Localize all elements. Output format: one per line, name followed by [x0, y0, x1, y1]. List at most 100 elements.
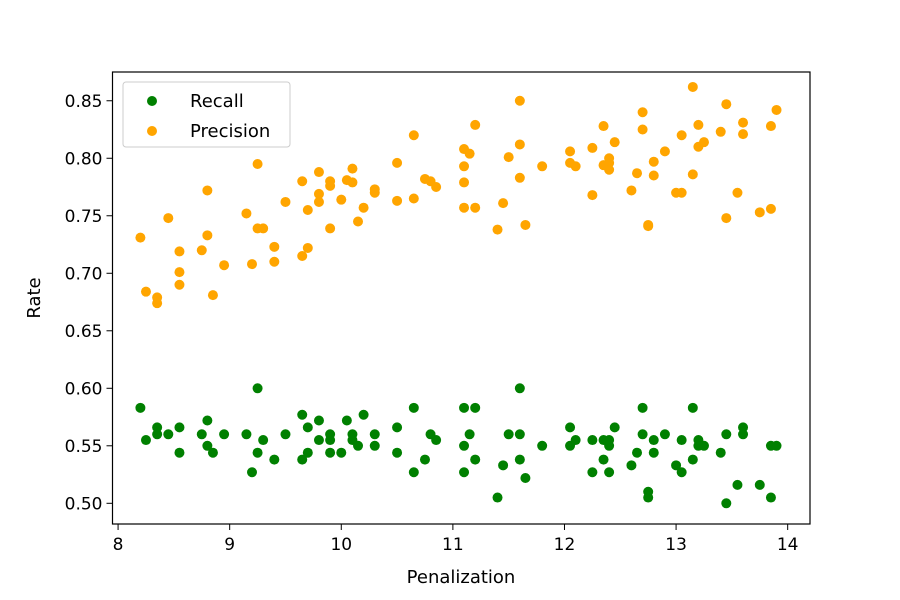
plot-frame — [111, 71, 811, 525]
precision-point — [196, 245, 207, 256]
precision-point — [470, 202, 481, 213]
precision-point — [648, 170, 659, 181]
recall-point — [419, 454, 430, 465]
precision-point — [325, 180, 336, 191]
recall-point — [637, 429, 648, 440]
recall-point — [219, 429, 230, 440]
recall-point — [408, 467, 419, 478]
precision-point — [140, 286, 151, 297]
precision-point — [202, 185, 213, 196]
recall-point — [498, 460, 509, 471]
recall-point — [280, 429, 291, 440]
recall-point — [459, 440, 470, 451]
recall-point — [765, 492, 776, 503]
recall-point — [336, 447, 347, 458]
precision-point — [514, 139, 525, 150]
recall-point — [732, 479, 743, 490]
precision-point — [609, 137, 620, 148]
recall-point — [174, 422, 185, 433]
precision-point — [492, 224, 503, 235]
recall-point — [464, 429, 475, 440]
precision-point — [648, 156, 659, 167]
recall-point — [313, 435, 324, 446]
y-tick-label: 0.60 — [65, 379, 103, 399]
recall-point — [369, 429, 380, 440]
precision-point — [514, 95, 525, 106]
recall-point — [369, 440, 380, 451]
precision-point — [754, 207, 765, 218]
x-tick-label: 9 — [224, 535, 235, 555]
precision-point — [431, 182, 442, 193]
recall-point — [648, 447, 659, 458]
recall-point — [163, 429, 174, 440]
recall-point — [514, 383, 525, 394]
recall-point — [302, 422, 313, 433]
precision-point — [302, 205, 313, 216]
recall-point — [738, 422, 749, 433]
recall-point — [459, 467, 470, 478]
recall-point — [671, 460, 682, 471]
recall-point — [676, 467, 687, 478]
precision-point — [174, 246, 185, 257]
precision-point — [659, 146, 670, 157]
precision-point — [721, 99, 732, 110]
precision-point — [459, 161, 470, 172]
precision-point — [498, 198, 509, 209]
precision-point — [598, 121, 609, 132]
precision-point — [565, 146, 576, 157]
recall-point — [754, 479, 765, 490]
precision-point — [570, 161, 581, 172]
precision-point — [347, 177, 358, 188]
recall-point — [174, 447, 185, 458]
precision-point — [738, 129, 749, 140]
recall-point — [325, 435, 336, 446]
recall-point — [604, 467, 615, 478]
precision-point — [347, 163, 358, 174]
precision-point — [632, 168, 643, 179]
x-axis-ticks: 8 9 10 11 12 13 14 — [113, 524, 799, 555]
precision-point — [135, 232, 146, 243]
precision-point — [336, 194, 347, 205]
precision-point — [269, 256, 280, 267]
x-axis-label: Penalization — [407, 567, 516, 588]
legend-box — [122, 81, 291, 148]
precision-point — [470, 119, 481, 130]
precision-point — [280, 196, 291, 207]
precision-point — [698, 137, 709, 148]
y-tick-label: 0.50 — [65, 494, 103, 514]
recall-point — [537, 440, 548, 451]
precision-point — [252, 159, 263, 170]
recall-point — [587, 467, 598, 478]
recall-point — [392, 422, 403, 433]
precision-point — [408, 130, 419, 141]
recall-point — [626, 460, 637, 471]
x-tick-label: 13 — [665, 535, 687, 555]
recall-point — [648, 435, 659, 446]
recall-point — [721, 498, 732, 509]
precision-point — [537, 161, 548, 172]
precision-point — [637, 107, 648, 118]
precision-point — [313, 167, 324, 178]
precision-point — [637, 124, 648, 135]
precision-point — [693, 119, 704, 130]
precision-point — [219, 260, 230, 271]
precision-point — [202, 230, 213, 241]
x-tick-label: 14 — [777, 535, 799, 555]
precision-point — [163, 213, 174, 224]
precision-point — [247, 259, 257, 270]
recall-point — [408, 402, 419, 413]
recall-point — [514, 429, 525, 440]
recall-point — [392, 447, 403, 458]
recall-point — [313, 415, 324, 426]
recall-point — [514, 454, 525, 465]
recall-point — [587, 435, 598, 446]
recall-point — [341, 415, 352, 426]
precision-point — [408, 193, 419, 204]
recall-point — [297, 409, 308, 420]
recall-point — [604, 440, 615, 451]
recall-point — [470, 402, 481, 413]
recall-point — [715, 447, 726, 458]
recall-point — [503, 429, 514, 440]
precision-point — [604, 157, 615, 168]
